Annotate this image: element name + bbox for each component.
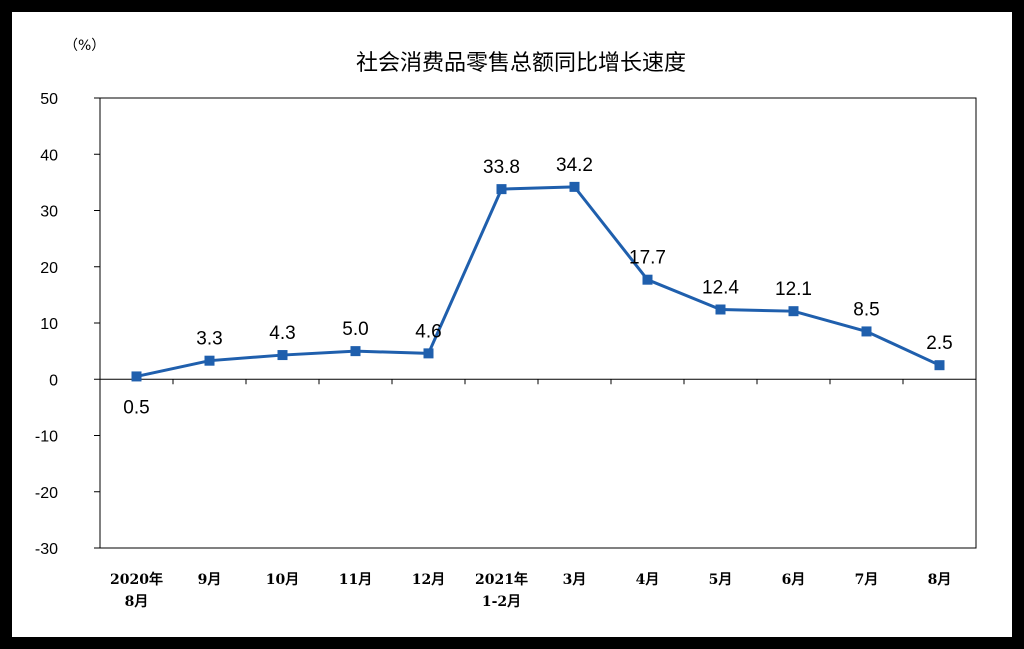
x-tick-label: 7月 (855, 572, 879, 588)
data-point-marker (204, 355, 215, 366)
y-tick-label: 40 (40, 147, 58, 164)
x-axis: 2020年 8月 9月 10月 11月 12月 2021年 1-2月 3月 4月 5月 6月 7月 8月 (100, 378, 976, 610)
data-point-marker (277, 350, 288, 361)
plot-area (99, 97, 977, 549)
x-tick-label: 10月 (266, 572, 299, 588)
x-tick-label: 6月 (782, 572, 806, 588)
x-tick-label: 3月 (563, 572, 587, 588)
y-tick-label: -30 (35, 541, 58, 558)
data-point-marker (569, 181, 580, 192)
data-label: 17.7 (629, 248, 666, 269)
data-label: 4.3 (269, 323, 295, 344)
data-point-marker (715, 304, 726, 315)
x-tick-label: 4月 (636, 572, 660, 588)
x-tick-label: 11月 (339, 572, 372, 588)
y-tick-label: 0 (49, 372, 58, 389)
data-label: 2.5 (926, 333, 952, 354)
data-point-marker (934, 360, 945, 371)
data-point-marker (642, 274, 653, 285)
x-tick-label: 2021年 (475, 571, 528, 588)
y-tick-label: 10 (40, 316, 58, 333)
chart-title: 社会消费品零售总额同比增长速度 (356, 51, 686, 76)
x-tick-label: 2020年 (110, 571, 163, 588)
x-tick-label: 1-2月 (482, 594, 521, 610)
x-tick-label: 12月 (412, 572, 445, 588)
y-tick-label: -10 (35, 429, 58, 446)
data-label: 4.6 (415, 321, 441, 342)
line-chart: 社会消费品零售总额同比增长速度 （%） 50 40 30 20 10 0 -10 -20 -30… (35, 38, 977, 610)
y-tick-label: 20 (40, 260, 58, 277)
data-label: 12.1 (775, 279, 812, 300)
data-label: 34.2 (556, 155, 593, 176)
data-point-marker (350, 346, 361, 357)
chart-frame: 社会消费品零售总额同比增长速度 （%） 50 40 30 20 10 0 -10 -20 -30… (12, 12, 1012, 637)
y-unit-label: （%） (64, 38, 105, 54)
y-axis: 50 40 30 20 10 0 -10 -20 -30 (35, 91, 100, 558)
data-label: 33.8 (483, 157, 520, 178)
y-tick-label: 50 (40, 91, 58, 108)
data-point-marker (788, 306, 799, 317)
data-point-marker (423, 348, 434, 359)
y-tick-label: 30 (40, 204, 58, 221)
data-label: 5.0 (342, 319, 368, 340)
data-label: 8.5 (853, 299, 879, 320)
data-label: 12.4 (702, 278, 739, 299)
x-tick-label: 5月 (709, 572, 733, 588)
y-tick-label: -20 (35, 485, 58, 502)
data-label: 0.5 (123, 397, 149, 418)
data-labels: 0.5 3.3 4.3 5.0 4.6 33.8 34.2 17.7 12.4 12.1 8.5 2.… (123, 155, 952, 419)
series-layer (131, 181, 945, 382)
data-point-marker (861, 326, 872, 337)
x-tick-label: 9月 (198, 572, 222, 588)
data-point-marker (131, 371, 142, 382)
data-label: 3.3 (196, 329, 222, 350)
x-tick-label: 8月 (928, 572, 952, 588)
x-tick-label: 8月 (125, 594, 149, 610)
series-line (136, 185, 941, 378)
data-point-marker (496, 184, 507, 195)
